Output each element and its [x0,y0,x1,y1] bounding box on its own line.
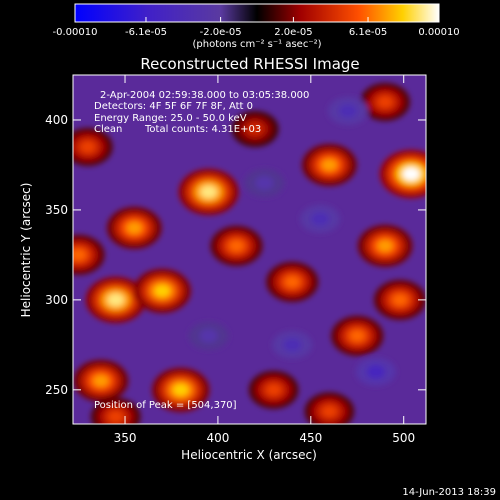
annotation-time-range: 2-Apr-2004 02:59:38.000 to 03:05:38.000 [100,90,309,101]
heatmap-feature [73,359,129,402]
colorbar-units: (photons cm⁻² s⁻¹ asec⁻²) [192,39,321,50]
annotations: 2-Apr-2004 02:59:38.000 to 03:05:38.000 … [94,90,309,411]
chart-title: Reconstructed RHESSI Image [140,55,359,73]
heatmap-feature [379,149,426,198]
heatmap-feature [373,279,426,320]
annotation-detectors: Detectors: 4F 5F 6F 7F 8F, Att 0 [94,101,253,112]
heatmap-cell [126,222,142,234]
heatmap-cell [283,337,302,352]
heatmap-feature [327,96,368,125]
annotation-energy: Energy Range: 25.0 - 50.0 keV [94,113,247,124]
heatmap-feature [73,127,113,166]
heatmap-feature [210,225,263,266]
heatmap-cell [284,276,300,288]
heatmap-feature [133,268,191,313]
heatmap-feature [302,143,357,186]
heatmap-cell [338,103,357,118]
heatmap-cell [108,411,123,423]
colorbar-ticks: -0.00010 -6.1e-05 -2.0e-05 2.0e-05 6.1e-05 0.… [53,17,460,38]
heatmap-cell [322,406,337,417]
heatmap-cell [107,293,125,307]
heatmap-cell [200,185,217,199]
y-tick-label: 300 [45,293,68,307]
heatmap-blobs [73,82,426,424]
heatmap-cell [172,383,189,396]
heatmap-feature [266,261,319,302]
heatmap-cell [93,374,109,387]
colorbar-tick-label: 2.0e-05 [274,27,312,38]
heatmap-cell [80,141,95,153]
heatmap-cell [366,364,385,379]
heatmap-feature [355,357,396,386]
heatmap-cell [229,240,244,252]
heatmap-feature [272,330,313,359]
heatmap-feature [357,224,413,267]
x-tick-label: 500 [392,431,415,445]
heatmap-feature [188,321,229,350]
heatmap-feature [231,110,279,147]
colorbar-tick-label: -6.1e-05 [125,27,167,38]
colorbar: -0.00010 -6.1e-05 -2.0e-05 2.0e-05 6.1e-05 0.… [53,3,460,50]
colorbar-tick-label: 0.00010 [418,27,459,38]
heatmap-feature [300,204,341,233]
annotation-counts: Total counts: 4.31E+03 [144,124,261,135]
heatmap-cell [378,96,393,108]
heatmap-feature [85,276,146,323]
heatmap-feature [248,370,299,409]
colorbar-tick-label: -2.0e-05 [200,27,242,38]
colorbar-tick-label: 6.1e-05 [349,27,387,38]
heatmap-feature [73,234,105,275]
heatmap-cell [311,211,330,226]
heatmap-cell [248,123,262,135]
annotation-peak: Position of Peak = [504,370] [94,400,237,411]
heatmap-cell [321,159,338,171]
x-tick-label: 350 [114,431,137,445]
heatmap-cell [266,384,281,396]
colorbar-gradient [74,3,440,23]
y-axis-ticks: 250 300 350 400 [45,113,426,397]
heatmap-area: 350 400 450 500 250 300 350 400 [45,74,427,445]
heatmap-cell [402,167,420,181]
colorbar-tick-label: -0.00010 [53,27,98,38]
heatmap-feature [152,367,210,412]
plot-frame [72,74,427,425]
x-axis-label: Heliocentric X (arcsec) [181,448,317,462]
y-tick-label: 400 [45,113,68,127]
heatmap-feature [178,168,239,215]
heatmap-cell [199,328,218,343]
heatmap-cell [349,330,365,342]
heatmap-feature [91,397,141,424]
heatmap-feature [331,315,384,356]
heatmap-cell [73,249,86,261]
heatmap-feature [107,206,162,249]
heatmap-cell [377,240,393,252]
heatmap-cell [255,175,274,190]
heatmap-feature [244,168,285,197]
heatmap-cell [392,294,408,306]
annotation-method: Clean [94,124,122,135]
y-axis-label: Heliocentric Y (arcsec) [19,183,33,318]
heatmap-feature [304,392,355,424]
x-tick-label: 450 [299,431,322,445]
date-stamp: 14-Jun-2013 18:39 [402,487,496,498]
x-axis-ticks: 350 400 450 500 [114,75,415,445]
x-tick-label: 400 [206,431,229,445]
heatmap-cell [154,284,171,298]
y-tick-label: 250 [45,383,68,397]
y-tick-label: 350 [45,203,68,217]
heatmap-feature [360,82,410,121]
